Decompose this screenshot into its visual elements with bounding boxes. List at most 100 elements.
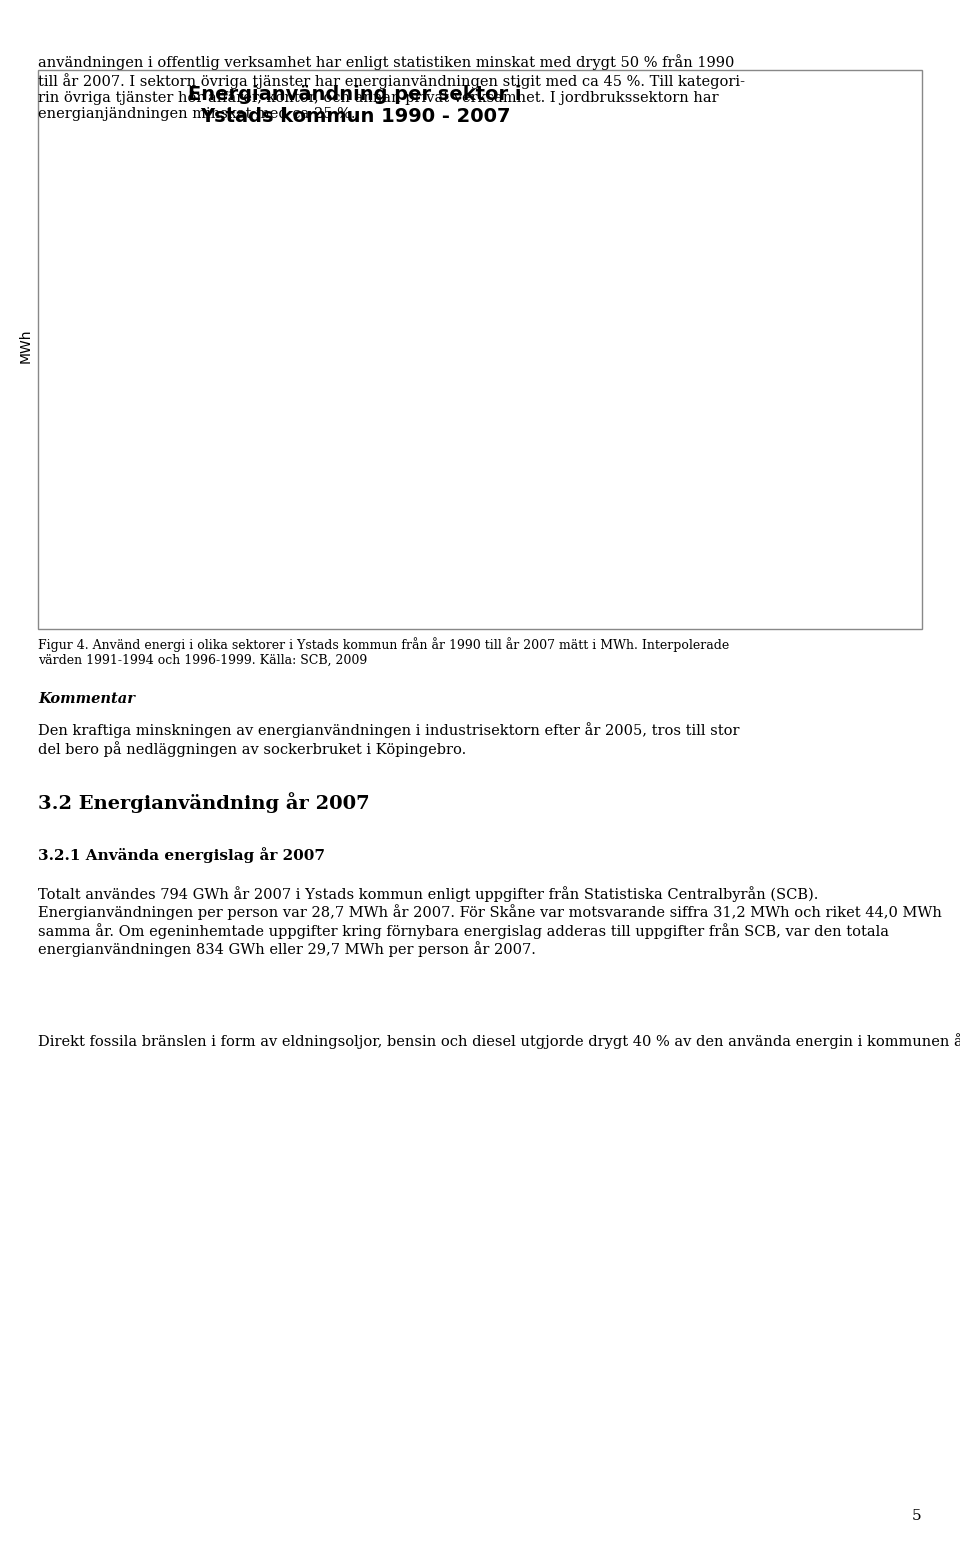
Legend: Jordbruk, Industri, Offentlig sek., Transporter, Hushåll, Privat tj.: Jordbruk, Industri, Offentlig sek., Tran… [682,123,831,292]
Transporter [450,291,462,309]
Jordbruk [385,493,396,511]
Hushåll [188,233,200,252]
Industri [647,446,659,465]
Privat tj. [483,499,494,517]
Industri [418,193,429,211]
Transporter [123,348,134,367]
Hushåll [156,239,167,258]
Hushåll [516,263,528,281]
Offentlig sek. [418,496,429,514]
Privat tj. [221,519,232,539]
Jordbruk [254,490,266,508]
Line: Industri: Industri [96,163,653,455]
Hushåll [483,256,494,275]
Offentlig sek. [549,451,561,469]
Line: Transporter: Transporter [96,202,653,364]
Hushåll [90,250,102,269]
Text: Energianvändning per sektor i
Ystads kommun 1990 - 2007: Energianvändning per sektor i Ystads kom… [188,85,522,126]
Jordbruk [156,488,167,507]
Jordbruk [450,488,462,507]
Industri [156,216,167,235]
Jordbruk [647,494,659,513]
Privat tj. [647,474,659,493]
Hushåll [549,266,561,284]
Transporter [188,339,200,357]
Jordbruk [352,491,364,510]
Text: Direkt fossila bränslen i form av eldningsoljor, bensin och diesel utgjorde dryg: Direkt fossila bränslen i form av eldnin… [38,1033,960,1049]
Transporter [614,199,626,218]
Hushåll [450,247,462,266]
Hushåll [582,280,593,298]
Y-axis label: MWh: MWh [19,328,33,364]
X-axis label: År: År [367,603,382,617]
Privat tj. [614,476,626,494]
Privat tj. [254,516,266,535]
Industri [188,219,200,238]
Privat tj. [123,508,134,527]
Offentlig sek. [188,472,200,491]
Line: Jordbruk: Jordbruk [96,493,653,511]
Transporter [549,244,561,263]
Industri [614,429,626,448]
Offentlig sek. [156,463,167,482]
Offentlig sek. [483,497,494,516]
Transporter [352,319,364,337]
Offentlig sek. [90,443,102,462]
Industri [549,210,561,228]
Industri [450,188,462,207]
Industri [287,216,299,235]
Text: Den kraftiga minskningen av energianvändningen i industrisektorn efter år 2005, : Den kraftiga minskningen av energianvänd… [38,723,740,757]
Offentlig sek. [254,491,266,510]
Industri [483,154,494,172]
Offentlig sek. [516,491,528,510]
Text: Kommentar: Kommentar [38,692,135,706]
Industri [254,224,266,242]
Jordbruk [614,497,626,516]
Industri [352,205,364,224]
Offentlig sek. [123,454,134,472]
Transporter [156,342,167,361]
Jordbruk [287,490,299,508]
Jordbruk [418,494,429,513]
Text: användningen i offentlig verksamhet har enligt statistiken minskat med drygt 50 : användningen i offentlig verksamhet har … [38,54,745,121]
Jordbruk [483,483,494,502]
Text: 3.2 Energianvändning år 2007: 3.2 Energianvändning år 2007 [38,793,370,813]
Offentlig sek. [614,474,626,493]
Line: Hushåll: Hushåll [96,233,653,300]
Offentlig sek. [582,454,593,472]
Privat tj. [582,491,593,510]
Offentlig sek. [352,494,364,513]
Hushåll [254,224,266,242]
Hushåll [647,291,659,309]
Jordbruk [320,491,331,510]
Line: Offentlig sek.: Offentlig sek. [96,452,653,517]
Industri [221,222,232,241]
Privat tj. [188,517,200,536]
Transporter [516,267,528,286]
Industri [320,210,331,228]
Text: Figur 4. Använd energi i olika sektorer i Ystads kommun från år 1990 till år 200: Figur 4. Använd energi i olika sektorer … [38,637,730,667]
Industri [516,193,528,211]
Privat tj. [418,497,429,516]
Offentlig sek. [287,491,299,510]
Hushåll [418,239,429,258]
Industri [385,199,396,218]
Privat tj. [90,502,102,521]
Transporter [254,333,266,351]
Jordbruk [516,483,528,502]
Transporter [385,325,396,343]
Offentlig sek. [320,493,331,511]
Privat tj. [450,500,462,519]
Jordbruk [582,502,593,521]
Jordbruk [90,485,102,503]
Industri [582,239,593,258]
Industri [123,213,134,232]
Hushåll [287,227,299,246]
Transporter [221,336,232,354]
Hushåll [123,244,134,263]
Jordbruk [549,485,561,503]
Hushåll [352,232,364,250]
Jordbruk [221,490,232,508]
Transporter [582,193,593,211]
Privat tj. [156,514,167,533]
